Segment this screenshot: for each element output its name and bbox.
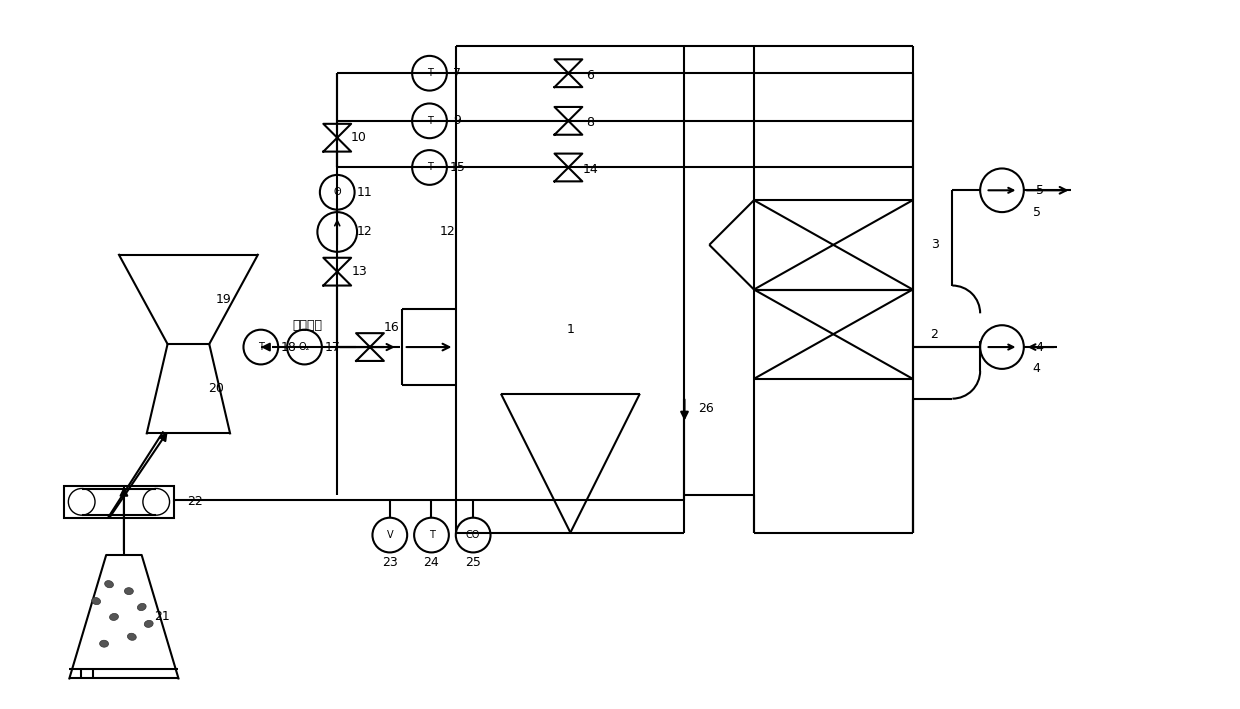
Text: 5: 5 xyxy=(1035,184,1044,197)
Text: 22: 22 xyxy=(187,496,203,508)
Text: 12: 12 xyxy=(357,225,373,238)
Bar xyxy=(64,486,174,518)
Text: 10: 10 xyxy=(351,131,367,144)
Text: 19: 19 xyxy=(216,293,231,306)
Text: 26: 26 xyxy=(698,402,714,415)
Ellipse shape xyxy=(128,633,136,640)
Text: 20: 20 xyxy=(208,382,224,395)
Text: T: T xyxy=(427,162,433,172)
Text: 23: 23 xyxy=(382,557,398,569)
Text: 2: 2 xyxy=(930,328,939,340)
Text: 15: 15 xyxy=(449,161,465,174)
Text: 24: 24 xyxy=(424,557,439,569)
Text: T: T xyxy=(258,342,264,352)
Text: 4: 4 xyxy=(1035,340,1044,354)
Text: Θ: Θ xyxy=(334,187,341,197)
Ellipse shape xyxy=(92,598,100,605)
Text: 16: 16 xyxy=(384,320,399,334)
Text: 5: 5 xyxy=(1033,206,1040,218)
Text: 21: 21 xyxy=(154,610,170,623)
Ellipse shape xyxy=(138,603,146,610)
Text: 14: 14 xyxy=(583,163,598,176)
Text: 18: 18 xyxy=(280,340,296,354)
Text: 二次风来: 二次风来 xyxy=(293,319,322,332)
Text: 25: 25 xyxy=(465,557,481,569)
Text: O₂: O₂ xyxy=(299,342,310,352)
Text: 3: 3 xyxy=(930,238,939,252)
Ellipse shape xyxy=(99,640,109,647)
Text: 8: 8 xyxy=(587,116,594,129)
Text: 7: 7 xyxy=(454,67,461,79)
Text: T: T xyxy=(427,116,433,125)
Text: 13: 13 xyxy=(351,265,367,278)
Text: 9: 9 xyxy=(454,114,461,128)
Ellipse shape xyxy=(144,620,154,627)
Ellipse shape xyxy=(109,613,119,620)
Text: 17: 17 xyxy=(325,340,340,354)
Text: 4: 4 xyxy=(1033,362,1040,375)
Text: T: T xyxy=(429,530,434,540)
Ellipse shape xyxy=(104,581,114,588)
Text: CO: CO xyxy=(466,530,480,540)
Text: T: T xyxy=(427,68,433,78)
Text: 12: 12 xyxy=(439,225,455,238)
Text: 11: 11 xyxy=(357,186,373,199)
Ellipse shape xyxy=(124,588,134,595)
Text: 6: 6 xyxy=(587,69,594,82)
Text: V: V xyxy=(387,530,393,540)
Text: 1: 1 xyxy=(567,323,574,335)
